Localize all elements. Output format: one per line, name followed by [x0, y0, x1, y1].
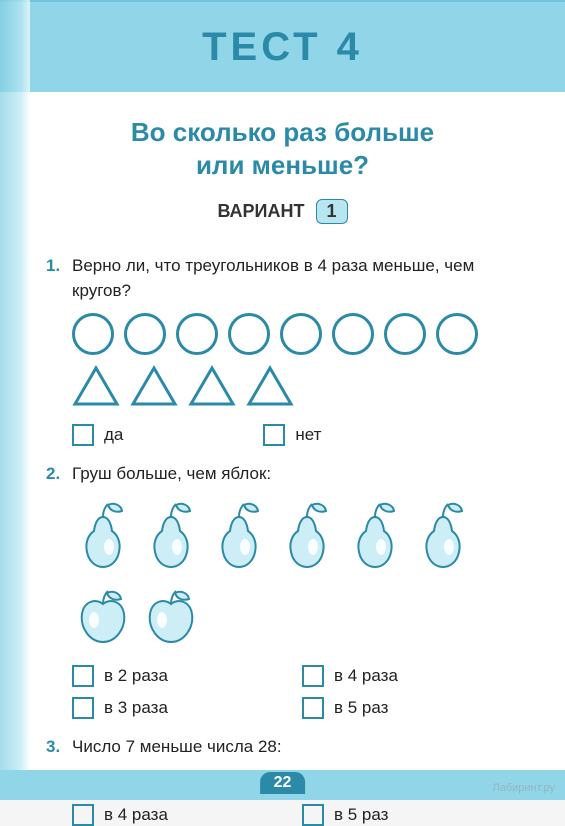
subtitle-line-1: Во сколько раз больше — [30, 116, 535, 149]
q3-opt-c-label: в 4 раза — [104, 805, 168, 825]
pear-icon — [412, 497, 474, 576]
circle-icon — [280, 313, 322, 355]
checkbox-icon[interactable] — [72, 804, 94, 826]
q3-num: 3. — [46, 735, 64, 760]
circle-icon — [176, 313, 218, 355]
checkbox-icon[interactable] — [302, 665, 324, 687]
variant-badge: 1 — [316, 199, 348, 224]
q2-opt-d[interactable]: в 5 раз — [302, 697, 502, 719]
circle-icon — [384, 313, 426, 355]
q3-opt-d[interactable]: в 5 раз — [302, 804, 502, 826]
q2-opt-c[interactable]: в 3 раза — [72, 697, 272, 719]
apple-icon — [140, 586, 202, 653]
q1-opt-no-label: нет — [295, 425, 321, 445]
circle-icon — [72, 313, 114, 355]
q1-opt-yes[interactable]: да — [72, 424, 123, 446]
pear-icon — [208, 497, 270, 576]
variant-label: ВАРИАНТ — [217, 201, 304, 221]
triangle-icon — [130, 365, 178, 412]
q1-text: Верно ли, что треугольников в 4 раза мен… — [72, 254, 519, 303]
checkbox-icon[interactable] — [72, 665, 94, 687]
triangle-icon — [72, 365, 120, 412]
header-title: ТЕСТ 4 — [202, 25, 363, 70]
q3-text: Число 7 меньше числа 28: — [72, 735, 282, 760]
header-band: ТЕСТ 4 — [0, 0, 565, 92]
triangle-icon — [188, 365, 236, 412]
q1-opt-yes-label: да — [104, 425, 123, 445]
circle-icon — [228, 313, 270, 355]
circle-icon — [124, 313, 166, 355]
q2-pears-row — [72, 497, 519, 576]
pear-icon — [344, 497, 406, 576]
page: ТЕСТ 4 Во сколько раз больше или меньше?… — [0, 0, 565, 800]
checkbox-icon[interactable] — [302, 804, 324, 826]
watermark: Лабиринт.ру — [493, 782, 556, 794]
checkbox-icon[interactable] — [302, 697, 324, 719]
checkbox-icon[interactable] — [263, 424, 285, 446]
circle-icon — [436, 313, 478, 355]
checkbox-icon[interactable] — [72, 424, 94, 446]
q1-answers: да нет — [72, 424, 519, 446]
checkbox-icon[interactable] — [72, 697, 94, 719]
q2-num: 2. — [46, 462, 64, 487]
q2-apples-row — [72, 586, 519, 653]
q2-opt-b-label: в 4 раза — [334, 666, 398, 686]
subtitle: Во сколько раз больше или меньше? — [0, 116, 565, 181]
q1-opt-no[interactable]: нет — [263, 424, 321, 446]
subtitle-line-2: или меньше? — [30, 149, 535, 182]
pear-icon — [276, 497, 338, 576]
content: 1. Верно ли, что треугольников в 4 раза … — [0, 224, 565, 826]
q3-opt-d-label: в 5 раз — [334, 805, 388, 825]
q2-answers: в 2 раза в 4 раза в 3 раза в 5 раз — [72, 665, 519, 719]
q2-opt-b[interactable]: в 4 раза — [302, 665, 502, 687]
q1-text-row: 1. Верно ли, что треугольников в 4 раза … — [46, 254, 519, 303]
question-2: 2. Груш больше, чем яблок: — [46, 462, 519, 719]
page-number: 22 — [260, 772, 306, 794]
q1-circles-row — [72, 313, 519, 355]
q3-text-row: 3. Число 7 меньше числа 28: — [46, 735, 519, 760]
q2-opt-a[interactable]: в 2 раза — [72, 665, 272, 687]
q3-opt-c[interactable]: в 4 раза — [72, 804, 272, 826]
variant-row: ВАРИАНТ 1 — [0, 199, 565, 224]
q2-opt-c-label: в 3 раза — [104, 698, 168, 718]
q2-opt-a-label: в 2 раза — [104, 666, 168, 686]
spine-shadow — [0, 0, 30, 800]
apple-icon — [72, 586, 134, 653]
circle-icon — [332, 313, 374, 355]
triangle-icon — [246, 365, 294, 412]
q2-opt-d-label: в 5 раз — [334, 698, 388, 718]
q2-text-row: 2. Груш больше, чем яблок: — [46, 462, 519, 487]
pear-icon — [140, 497, 202, 576]
q1-num: 1. — [46, 254, 64, 303]
question-1: 1. Верно ли, что треугольников в 4 раза … — [46, 254, 519, 446]
q1-triangles-row — [72, 365, 519, 412]
q2-text: Груш больше, чем яблок: — [72, 462, 271, 487]
pear-icon — [72, 497, 134, 576]
